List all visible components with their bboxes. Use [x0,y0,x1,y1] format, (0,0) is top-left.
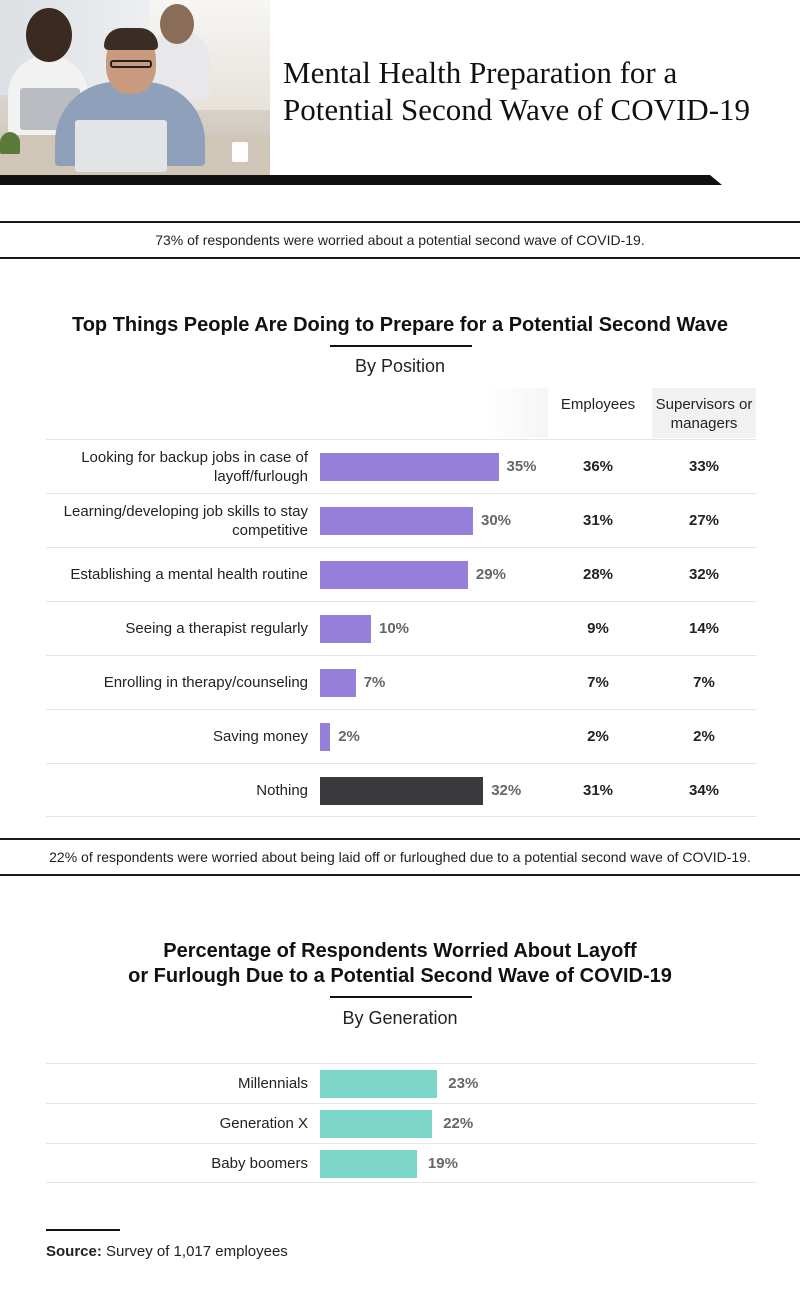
supervisors-value: 7% [693,674,715,691]
category-label: Learning/developing job skills to stay c… [63,502,308,539]
chart1-row: Enrolling in therapy/counseling 7% 7% 7% [46,655,757,709]
bar [320,1110,433,1138]
employees-value: 36% [582,458,614,475]
bar [320,1150,417,1178]
source-rule [46,1229,120,1231]
bar-value-label: 29% [475,566,506,583]
chart2-title-rule [330,996,472,998]
header-photo [0,0,270,176]
chart2-title-line1: Percentage of Respondents Worried About … [163,940,637,962]
supervisors-value: 33% [688,458,720,475]
employees-value: 31% [582,512,614,529]
chart2-title-line2: or Furlough Due to a Potential Second Wa… [128,965,672,987]
column-header-supervisors-text: Supervisors or managers [655,396,753,432]
employees-value: 31% [582,782,614,799]
bar-value-label: 19% [427,1155,458,1172]
category-label: Establishing a mental health routine [70,566,308,583]
employees-value: 28% [582,566,614,583]
chart2-subtitle: By Generation [342,1008,458,1028]
employees-value: 9% [587,620,609,637]
chart1-title-rule [330,345,472,347]
category-label: Enrolling in therapy/counseling [103,674,308,691]
bar-value-label: 2% [338,728,360,745]
bar [320,615,371,643]
generation-label: Baby boomers [211,1155,308,1172]
page-title-line1: Mental Health Preparation for a [283,55,678,90]
supervisors-value: 2% [693,728,715,745]
chart1-row: Nothing 32% 31% 34% [46,763,757,817]
chart1-row: Saving money 2% 2% 2% [46,709,757,763]
generation-label: Generation X [219,1115,308,1132]
chart2-row: Baby boomers 19% [46,1143,757,1183]
chart1-row: Looking for backup jobs in case of layof… [46,439,757,493]
bar-value-label: 35% [506,458,537,475]
employees-value: 2% [587,728,609,745]
bar [320,453,499,481]
supervisors-value: 27% [688,512,720,529]
chart2-title: Percentage of Respondents Worried About … [0,939,800,989]
category-label: Saving money [212,728,308,745]
source-text: Survey of 1,017 employees [101,1243,288,1260]
generation-label: Millennials [237,1075,308,1092]
bar [320,777,484,805]
column-header-employees: Employees [560,396,636,413]
chart1-row: Learning/developing job skills to stay c… [46,493,757,547]
chart1-row: Establishing a mental health routine 29% 2… [46,547,757,601]
bar-value-label: 10% [379,620,410,637]
chart1-subtitle: By Position [354,356,446,376]
source-note: Source: Survey of 1,017 employees [46,1243,288,1260]
bar [320,561,468,589]
bar [320,1070,438,1098]
bar-value-label: 23% [448,1075,479,1092]
supervisors-value: 32% [688,566,720,583]
title-underline-bar [0,175,722,185]
callout-worried-second-wave: 73% of respondents were worried about a … [0,221,800,259]
page-title: Mental Health Preparation for a Potentia… [283,54,793,128]
bar-value-label: 30% [481,512,512,529]
chart1-title: Top Things People Are Doing to Prepare f… [71,314,728,336]
chart2-row: Generation X 22% [46,1103,757,1143]
page-title-line2: Potential Second Wave of COVID-19 [283,92,751,127]
chart2-row: Millennials 23% [46,1063,757,1103]
bar-value-label: 32% [491,782,522,799]
bar [320,723,331,751]
source-label: Source: [46,1243,102,1260]
callout-worried-layoff: 22% of respondents were worried about be… [0,838,800,876]
bar [320,669,356,697]
bar [320,507,473,535]
category-label: Seeing a therapist regularly [125,620,308,637]
chart1-row: Seeing a therapist regularly 10% 9% 14% [46,601,757,655]
supervisors-value: 34% [688,782,720,799]
supervisors-value: 14% [688,620,720,637]
bar-value-label: 7% [363,674,386,691]
employees-value: 7% [587,674,609,691]
category-label: Nothing [256,782,308,799]
bar-value-label: 22% [443,1115,474,1132]
column-header-supervisors: Supervisors or managers [652,388,756,438]
category-label: Looking for backup jobs in case of layof… [81,448,308,485]
